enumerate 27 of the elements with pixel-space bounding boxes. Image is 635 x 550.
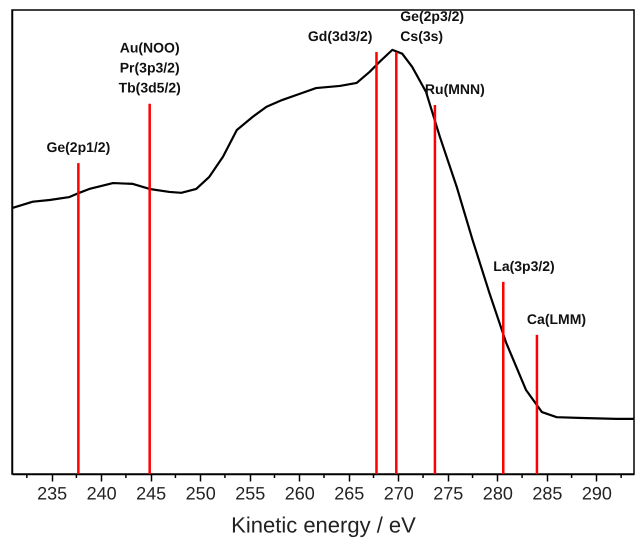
x-tick-label: 280 <box>482 484 513 504</box>
x-tick-label: 270 <box>384 484 414 504</box>
annotation: Ge(2p1/2) <box>46 139 110 156</box>
annotation: Ru(MNN) <box>424 81 485 98</box>
annotation: Au(NOO) Pr(3p3/2) Tb(3d5/2) <box>118 40 181 96</box>
annotation: Gd(3d3/2) <box>308 28 372 44</box>
bar <box>502 282 505 474</box>
bar <box>77 163 80 474</box>
x-tick-label: 235 <box>37 484 68 504</box>
annotation: Ca(LMM) <box>526 310 586 327</box>
x-tick-label: 285 <box>532 484 562 504</box>
x-tick-label: 255 <box>235 484 266 504</box>
x-tick-label: 290 <box>582 484 612 504</box>
x-tick-label: 275 <box>433 484 464 504</box>
bar <box>434 105 436 474</box>
x-tick-label: 260 <box>284 484 315 504</box>
bar <box>536 334 538 474</box>
bar <box>148 104 151 474</box>
bar <box>375 52 378 474</box>
annotation: Ge(2p3/2) Cs(3s) <box>400 8 464 44</box>
x-tick-label: 250 <box>186 484 216 504</box>
bar <box>395 52 398 474</box>
x-tick-label: 245 <box>136 484 166 504</box>
x-tick-label: 265 <box>334 484 364 504</box>
x-tick-label: 240 <box>86 484 117 504</box>
annotation: La(3p3/2) <box>493 258 555 274</box>
x-axis-title: Kinetic energy / eV <box>231 512 416 538</box>
